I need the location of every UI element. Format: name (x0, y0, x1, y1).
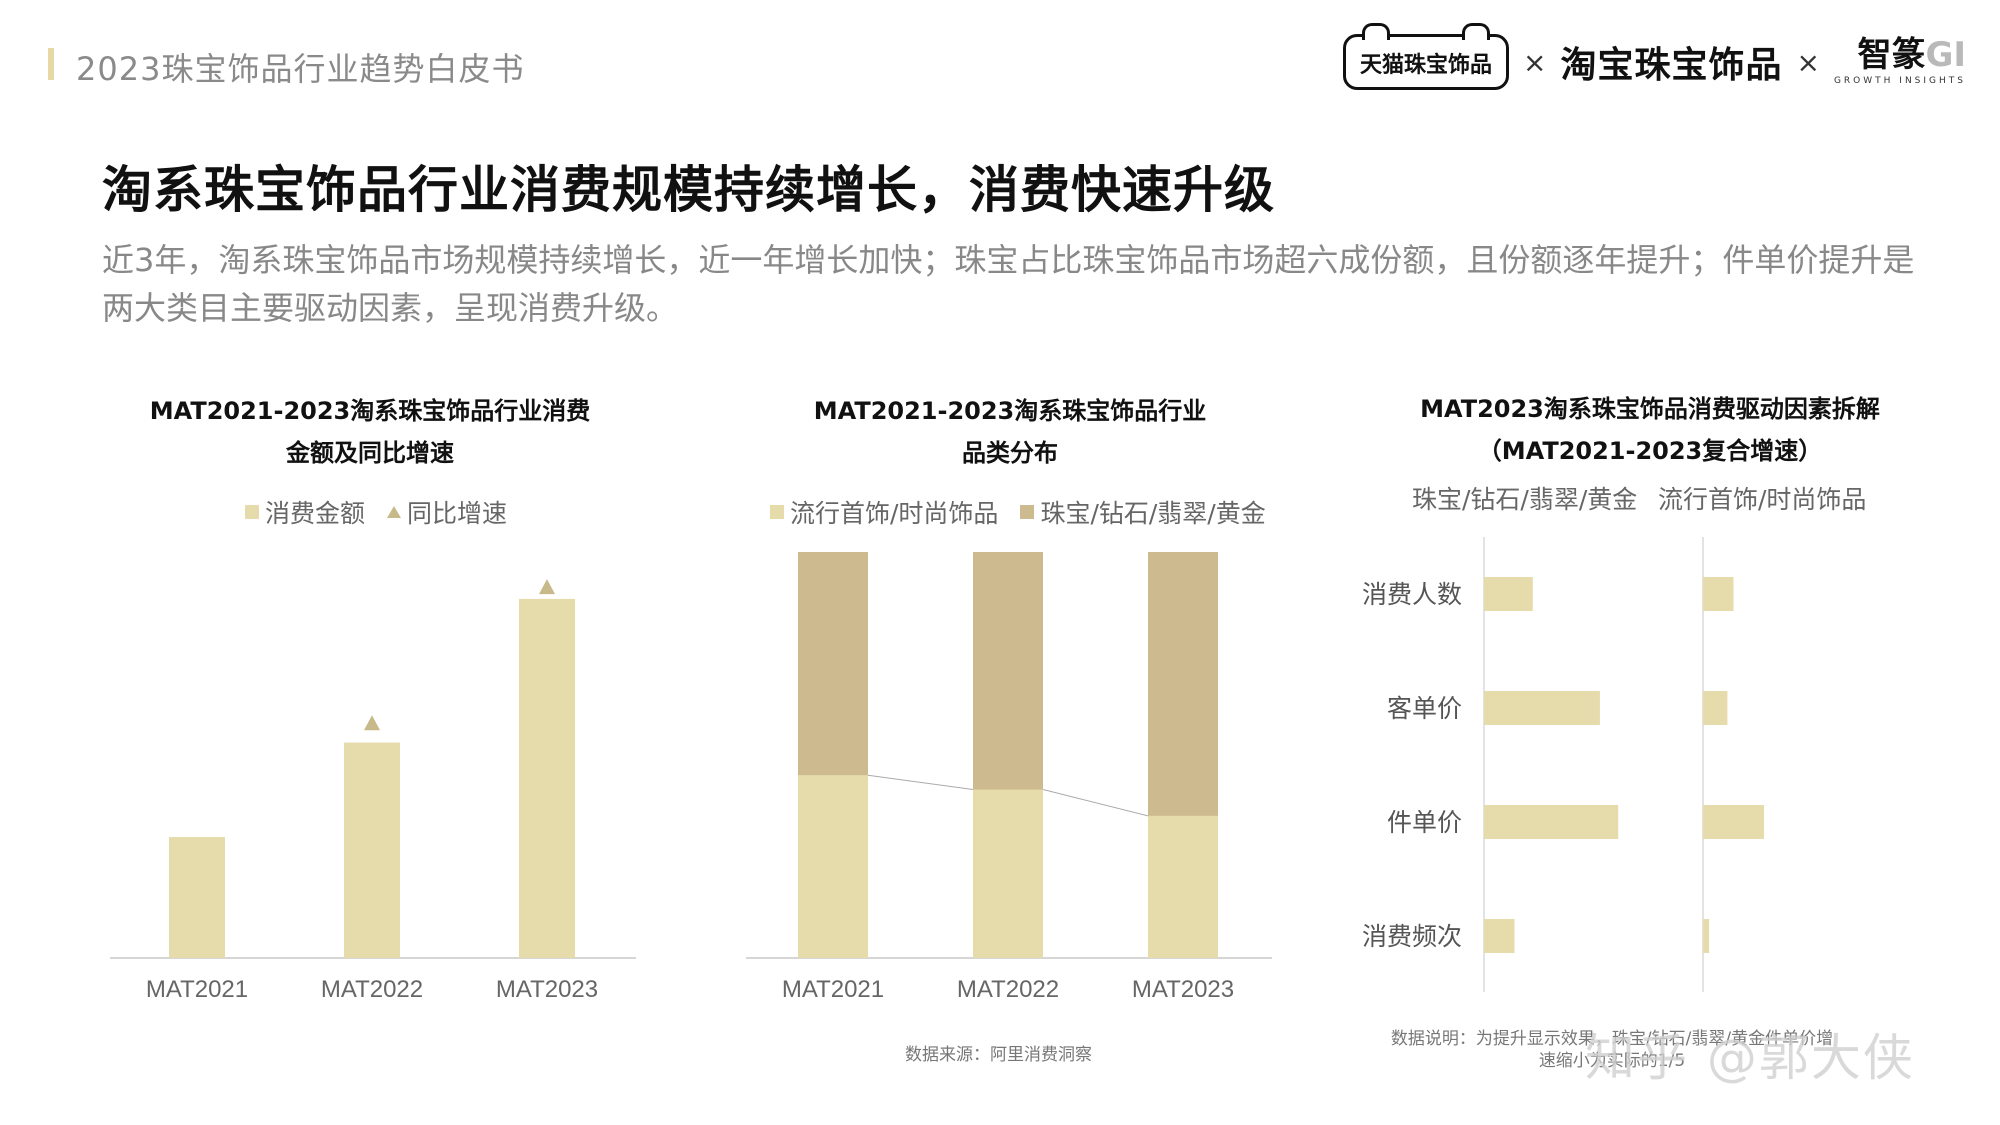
mid-chart-tick-label: MAT2022 (957, 976, 1059, 1003)
left-chart-bar (344, 742, 400, 958)
mid-chart-connector-line (1042, 789, 1149, 817)
left-chart-growth-marker (539, 579, 555, 595)
mid-chart-bar-fashion (798, 775, 868, 958)
right-chart-category-label: 消费频次 (1362, 923, 1462, 951)
mid-chart-bar-jewelry (1148, 552, 1218, 816)
mid-chart-title: MAT2021-2023淘系珠宝饰品行业 品类分布 (750, 390, 1270, 474)
page-title: 淘系珠宝饰品行业消费规模持续增长，消费快速升级 (102, 161, 1275, 219)
right-col-label-fashion: 流行首饰/时尚饰品 (1658, 485, 1867, 514)
legend-growth-label: 同比增速 (407, 499, 508, 528)
right-chart-bar-fashion (1703, 919, 1710, 953)
legend-amount-label: 消费金额 (265, 499, 366, 528)
mid-chart-title-line1: MAT2021-2023淘系珠宝饰品行业 (813, 397, 1207, 425)
mid-chart-bar-jewelry (798, 552, 868, 776)
mid-chart-legend: 流行首饰/时尚饰品 珠宝/钻石/翡翠/黄金 (770, 494, 1266, 530)
header-accent-bar (48, 48, 54, 80)
mid-chart-bar-fashion (1148, 815, 1218, 958)
zhiji-gi-logo: 智篆GI GROWTH INSIGHTS (1834, 38, 1966, 86)
left-chart-bar (169, 837, 225, 958)
growth-insights-text: GROWTH INSIGHTS (1833, 76, 1966, 86)
left-chart-legend: 消费金额 同比增速 (245, 494, 507, 530)
legend-swatch-light (245, 505, 259, 519)
legend-swatch-dark (1020, 505, 1035, 519)
data-explain-note: 数据说明：为提升显示效果，珠宝/钻石/翡翠/黄金件单价增 速缩小为实际的1/5 (1332, 1028, 1892, 1072)
mid-chart-bar-fashion (973, 789, 1043, 958)
data-source-note: 数据来源：阿里消费洞察 (905, 1045, 1092, 1065)
report-title: 2023珠宝饰品行业趋势白皮书 (76, 50, 525, 88)
right-chart-bar-fashion (1703, 805, 1764, 839)
mid-chart-tick-label: MAT2023 (1132, 976, 1234, 1003)
right-chart-title-line1: MAT2023淘系珠宝饰品消费驱动因素拆解 (1420, 395, 1880, 423)
data-explain-line2: 速缩小为实际的1/5 (1538, 1051, 1686, 1071)
right-chart-bar-jewelry (1484, 805, 1619, 839)
legend-amount: 消费金额 (245, 494, 365, 530)
right-chart-bar-fashion (1703, 691, 1728, 725)
right-chart-category-label: 件单价 (1387, 809, 1462, 837)
legend-fashion-label: 流行首饰/时尚饰品 (790, 499, 999, 528)
legend-jewelry: 珠宝/钻石/翡翠/黄金 (1020, 494, 1266, 530)
gi-logo-text: GI (1925, 35, 1966, 75)
left-chart-title: MAT2021-2023淘系珠宝饰品行业消费 金额及同比增速 (110, 390, 630, 474)
mid-chart-bar-jewelry (973, 552, 1043, 790)
triangle-marker-icon (387, 506, 402, 518)
left-chart-tick-label: MAT2021 (146, 976, 248, 1003)
legend-jewelry-label: 珠宝/钻石/翡翠/黄金 (1040, 499, 1266, 528)
mid-chart-tick-label: MAT2021 (782, 976, 884, 1003)
left-chart-tick-label: MAT2023 (496, 976, 598, 1003)
right-chart-category-label: 客单价 (1387, 695, 1462, 723)
zhihu-watermark: 知乎 @郭大侠 (1585, 1029, 1915, 1087)
legend-growth: 同比增速 (387, 494, 507, 530)
partner-logos: 天猫珠宝饰品 × 淘宝珠宝饰品 × 智篆GI GROWTH INSIGHTS (1342, 23, 1966, 96)
legend-fashion: 流行首饰/时尚饰品 (770, 494, 998, 530)
left-chart-bar (519, 598, 575, 958)
taobao-jewelry-logo: 淘宝珠宝饰品 (1560, 45, 1783, 86)
data-explain-line1: 数据说明：为提升显示效果，珠宝/钻石/翡翠/黄金件单价增 (1390, 1029, 1834, 1049)
left-chart-title-line2: 金额及同比增速 (286, 439, 454, 467)
right-col-label-jewelry: 珠宝/钻石/翡翠/黄金 (1412, 485, 1638, 514)
zhiji-logo-text: 智篆 (1857, 35, 1926, 75)
right-chart-bar-fashion (1703, 577, 1734, 611)
left-chart-tick-label: MAT2022 (321, 976, 423, 1003)
times-icon: × (1523, 45, 1547, 79)
right-chart-title-line2: （MAT2021-2023复合增速） (1477, 437, 1823, 465)
left-chart-title-line1: MAT2021-2023淘系珠宝饰品行业消费 (149, 397, 591, 425)
mid-chart-connector-line (867, 774, 974, 791)
right-chart-bar-jewelry (1484, 919, 1515, 953)
tmall-jewelry-logo: 天猫珠宝饰品 (1342, 23, 1509, 90)
right-chart-bar-jewelry (1484, 691, 1600, 725)
page-subtitle: 近3年，淘系珠宝饰品市场规模持续增长，近一年增长加快；珠宝占比珠宝饰品市场超六成… (102, 241, 1915, 327)
left-chart-growth-marker (364, 715, 380, 731)
times-icon: × (1796, 45, 1820, 79)
mid-chart-title-line2: 品类分布 (962, 439, 1058, 467)
right-chart-bar-jewelry (1484, 577, 1533, 611)
legend-swatch-light (770, 505, 784, 519)
right-chart-category-label: 消费人数 (1362, 581, 1462, 609)
right-chart-title: MAT2023淘系珠宝饰品消费驱动因素拆解 （MAT2021-2023复合增速） (1380, 388, 1920, 472)
